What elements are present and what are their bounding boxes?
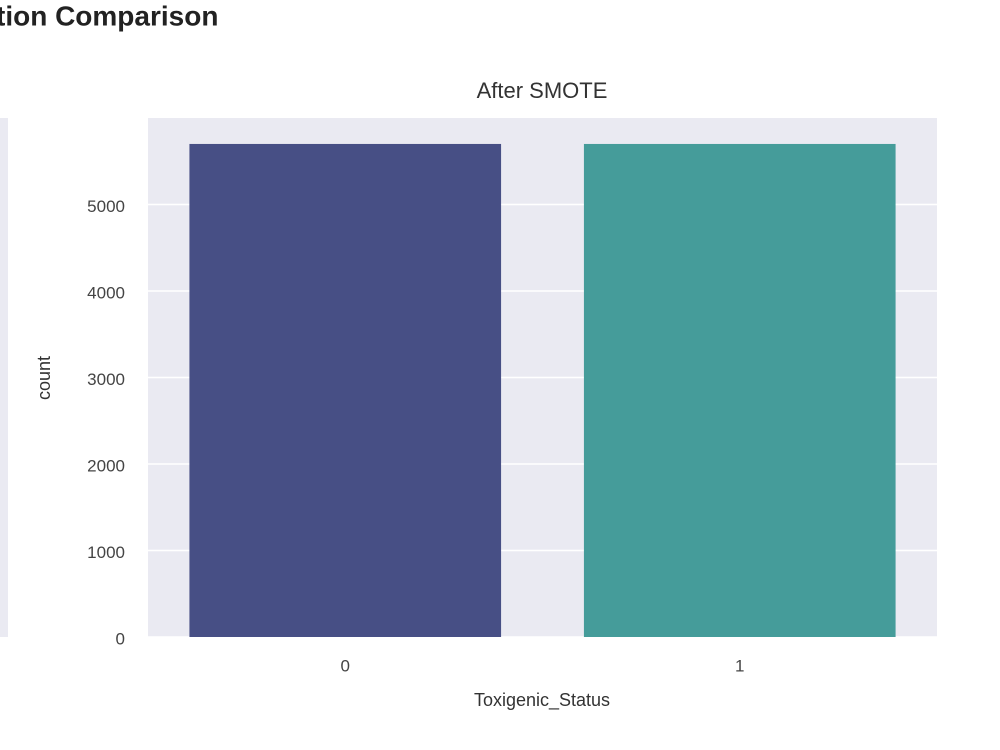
y-tick-label: 0 [116, 629, 125, 648]
y-tick-label: 5000 [87, 197, 125, 216]
y-tick-label: 1000 [87, 543, 125, 562]
previous-plot-edge [0, 118, 8, 637]
x-axis-label: Toxigenic_Status [474, 690, 610, 711]
y-tick-label: 4000 [87, 283, 125, 302]
bar [583, 143, 896, 637]
marks [189, 143, 896, 637]
y-tick-label: 3000 [87, 370, 125, 389]
figure-title: tion Comparison [0, 0, 218, 31]
x-tick-label: 0 [341, 656, 350, 675]
x-tick-label: 1 [735, 656, 744, 675]
chart-title: After SMOTE [477, 78, 608, 103]
y-axis-label: count [34, 356, 54, 400]
bar [189, 143, 502, 637]
y-tick-label: 2000 [87, 456, 125, 475]
